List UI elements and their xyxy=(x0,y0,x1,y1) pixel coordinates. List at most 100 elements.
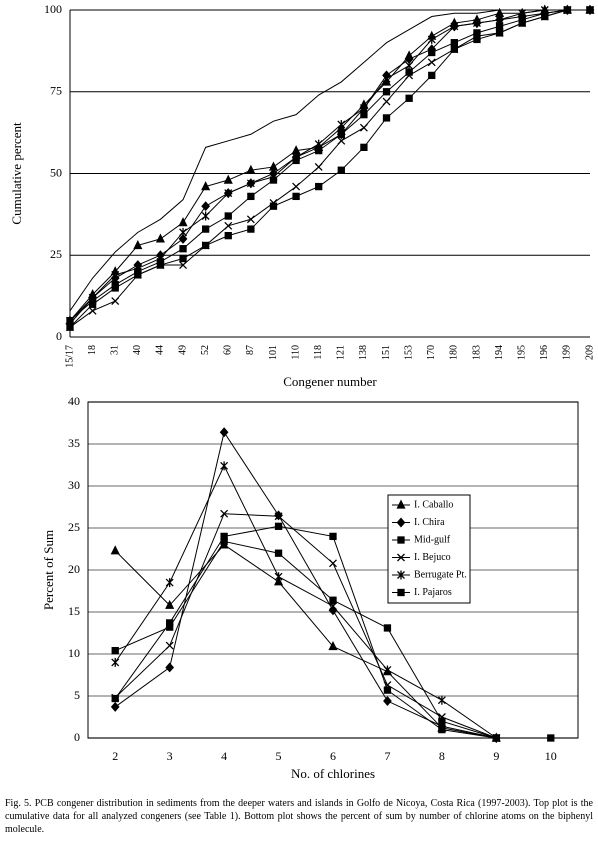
x-tick-label: 44 xyxy=(155,345,166,355)
marker xyxy=(382,74,391,84)
x-tick-label: 183 xyxy=(471,345,482,360)
marker xyxy=(438,717,446,725)
marker xyxy=(220,461,229,471)
marker xyxy=(328,640,338,651)
legend-box xyxy=(387,494,471,604)
marker xyxy=(396,499,406,509)
marker xyxy=(156,261,165,270)
marker xyxy=(472,32,481,41)
marker xyxy=(111,281,119,289)
marker xyxy=(179,261,188,270)
series-line xyxy=(69,9,590,328)
y-tick-label: 10 xyxy=(68,646,80,660)
y-tick-label: 15 xyxy=(68,604,80,618)
marker xyxy=(202,225,210,233)
x-tick-label: 110 xyxy=(290,345,301,360)
marker xyxy=(201,201,211,212)
y-axis-title: Percent of Sum xyxy=(41,530,56,610)
x-tick-label: 8 xyxy=(439,749,445,763)
series-line xyxy=(115,540,497,739)
marker xyxy=(224,221,233,230)
marker xyxy=(179,245,187,253)
marker xyxy=(292,182,301,191)
x-tick-label: 4 xyxy=(221,749,227,763)
marker xyxy=(382,97,391,106)
marker xyxy=(396,517,406,528)
y-tick-label: 30 xyxy=(68,478,80,492)
marker xyxy=(220,509,229,518)
marker xyxy=(383,696,392,707)
marker xyxy=(178,217,188,227)
marker xyxy=(246,178,255,188)
y-tick-label: 35 xyxy=(68,436,80,450)
x-tick-label: 60 xyxy=(223,345,234,355)
marker xyxy=(88,306,97,315)
x-tick-label: 121 xyxy=(336,345,347,360)
marker xyxy=(563,5,572,15)
legend-label: Berrugate Pt. xyxy=(414,569,467,580)
x-tick-label: 153 xyxy=(403,345,414,360)
x-tick-label: 170 xyxy=(426,345,437,360)
marker xyxy=(382,88,391,96)
y-tick-label: 75 xyxy=(50,84,62,98)
marker xyxy=(359,123,368,132)
marker xyxy=(201,181,211,191)
x-tick-label: 6 xyxy=(330,749,336,763)
x-tick-label: 52 xyxy=(200,345,211,355)
marker xyxy=(405,61,414,71)
marker xyxy=(178,233,188,244)
marker xyxy=(111,270,120,280)
series-line xyxy=(114,544,497,739)
marker xyxy=(156,254,165,264)
marker xyxy=(201,241,210,250)
x-tick-label: 138 xyxy=(358,345,369,360)
marker xyxy=(66,323,74,332)
x-tick-label: 10 xyxy=(545,749,557,763)
x-tick-label: 209 xyxy=(584,345,595,360)
marker xyxy=(382,114,391,122)
marker xyxy=(450,21,459,31)
x-tick-label: 101 xyxy=(268,345,279,360)
marker xyxy=(223,174,233,184)
marker xyxy=(219,427,229,438)
x-tick-label: 180 xyxy=(449,345,460,360)
marker xyxy=(224,188,233,198)
marker xyxy=(540,12,549,21)
x-tick-label: 40 xyxy=(132,345,143,355)
marker xyxy=(246,164,256,174)
series-line xyxy=(69,9,590,312)
marker xyxy=(397,536,405,544)
marker xyxy=(540,5,549,15)
marker xyxy=(397,553,405,562)
marker xyxy=(179,227,188,237)
marker xyxy=(360,143,368,151)
marker xyxy=(450,39,458,47)
plot-frame xyxy=(87,401,579,739)
marker xyxy=(133,263,142,273)
marker xyxy=(133,270,142,279)
marker xyxy=(383,665,392,675)
marker xyxy=(111,657,120,667)
marker xyxy=(224,231,232,240)
marker xyxy=(405,94,413,102)
marker xyxy=(133,239,143,250)
marker xyxy=(201,211,210,221)
marker xyxy=(111,694,119,703)
marker xyxy=(397,570,405,580)
marker xyxy=(155,233,165,243)
marker xyxy=(292,152,301,162)
legend-label: I. Chira xyxy=(414,517,445,528)
marker xyxy=(220,532,228,541)
marker xyxy=(111,646,119,655)
marker xyxy=(495,28,504,37)
x-tick-label: 199 xyxy=(562,345,573,360)
x-tick-label: 151 xyxy=(381,345,392,360)
x-tick-label: 7 xyxy=(384,749,390,763)
y-tick-label: 25 xyxy=(68,520,80,534)
marker xyxy=(166,619,174,627)
series-line xyxy=(69,9,590,325)
marker xyxy=(292,192,300,201)
marker xyxy=(66,316,74,326)
marker xyxy=(450,45,459,54)
marker xyxy=(397,588,405,597)
